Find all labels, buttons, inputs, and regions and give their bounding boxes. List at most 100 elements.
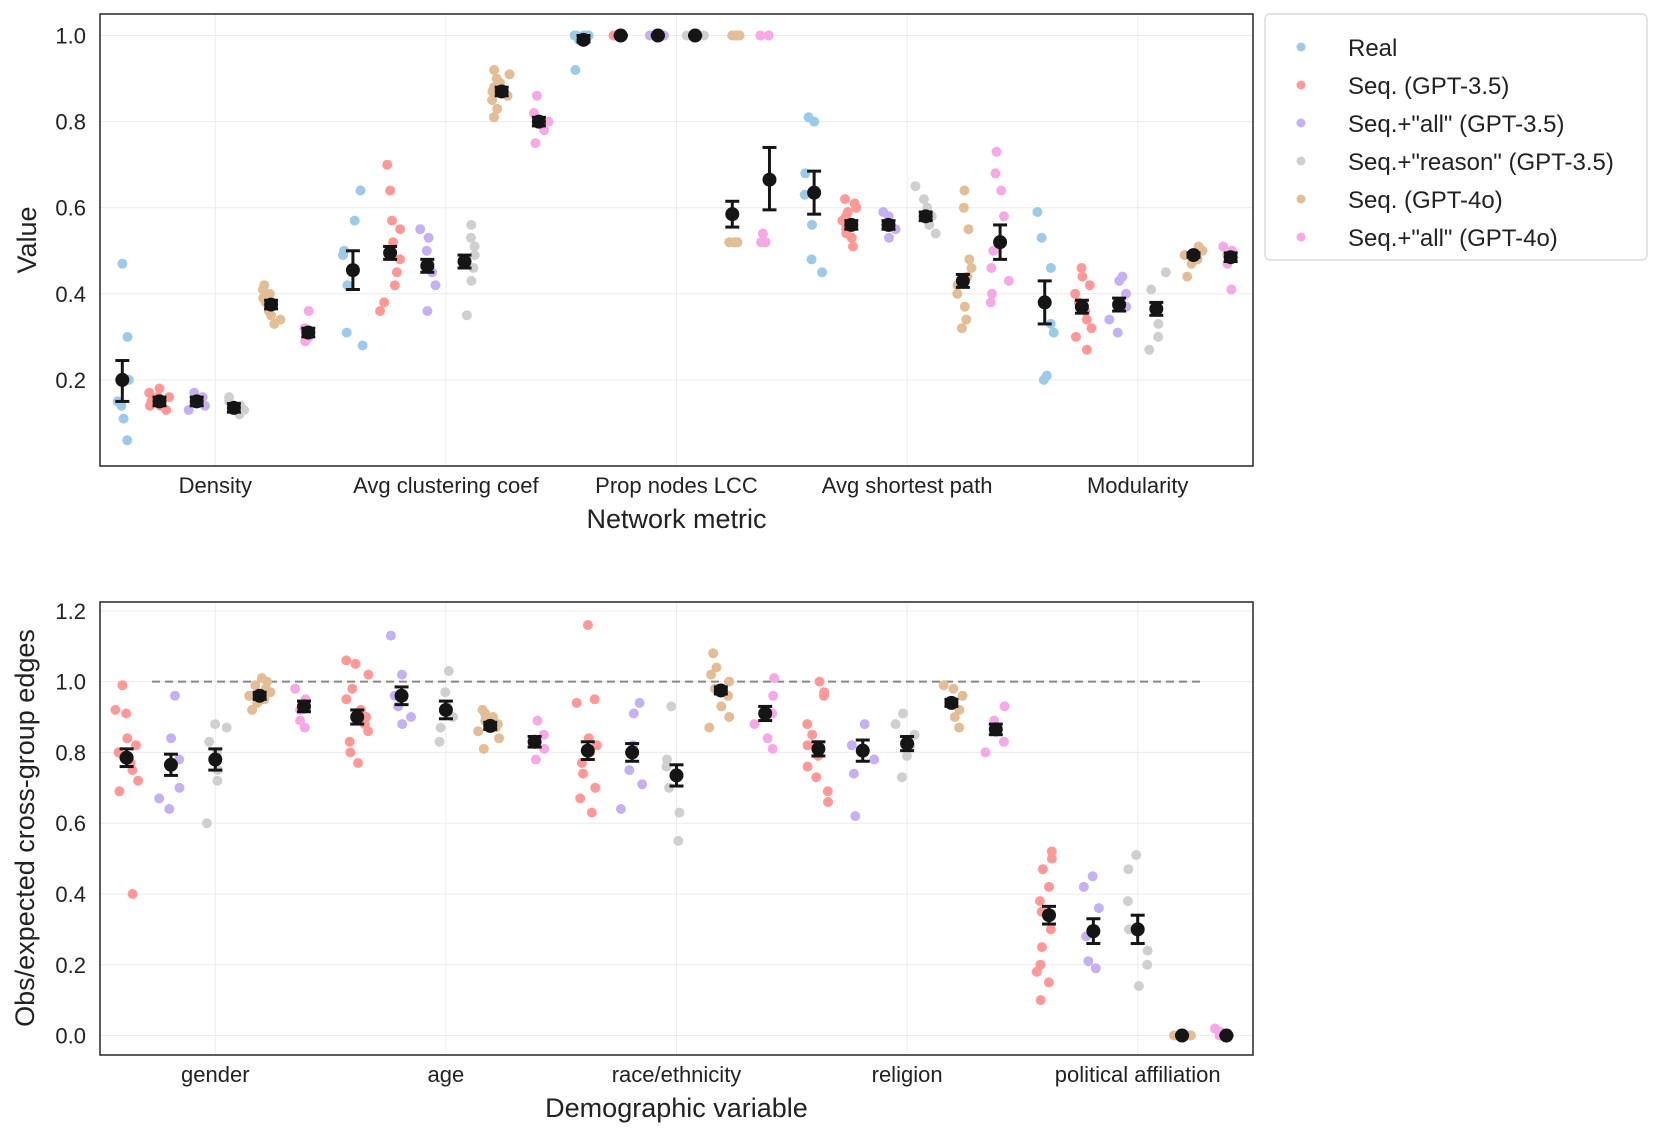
error-bar-seq-reason-gpt-3-5 — [208, 747, 223, 772]
data-point — [1035, 959, 1046, 970]
x-tick-label: age — [428, 1062, 465, 1087]
y-tick-label: 0.2 — [55, 368, 86, 393]
mean-marker — [394, 688, 409, 703]
data-point — [898, 708, 908, 719]
data-point — [1146, 284, 1157, 295]
data-point — [990, 168, 1001, 179]
mean-marker — [1219, 1028, 1234, 1043]
mean-marker — [613, 28, 628, 43]
data-point — [259, 280, 270, 291]
data-point — [421, 245, 432, 256]
y-tick-label: 0.8 — [55, 740, 86, 765]
error-bar-seq-reason-gpt-3-5 — [457, 253, 472, 270]
mean-marker — [650, 28, 665, 43]
data-point — [910, 181, 921, 192]
data-point — [117, 680, 128, 691]
data-point — [212, 775, 223, 786]
data-point — [848, 768, 859, 779]
mean-marker — [669, 768, 684, 783]
data-point — [122, 435, 133, 446]
data-point — [118, 413, 129, 424]
series-seq-reason-gpt-3-5 — [224, 30, 1171, 420]
mean-marker — [438, 702, 453, 717]
data-point — [930, 228, 941, 239]
error-bar-seq-gpt-4o — [944, 695, 959, 710]
error-bar-seq-gpt-3-5 — [119, 747, 134, 769]
error-bar-real — [576, 32, 591, 47]
data-point — [443, 666, 454, 676]
data-point — [1046, 846, 1057, 857]
mean-marker — [264, 297, 279, 312]
data-point — [363, 669, 374, 680]
mean-marker — [152, 394, 167, 409]
legend-label: Seq.+"reason" (GPT-3.5) — [1348, 149, 1614, 176]
data-point — [998, 736, 1009, 747]
series-seq-gpt-4o — [257, 30, 1208, 334]
legend-entry-seq-all-gpt-3-5: Seq.+"all" (GPT-3.5) — [1296, 111, 1564, 138]
data-point — [763, 30, 774, 41]
data-point — [487, 95, 498, 106]
error-bar-seq-all-gpt-3-5 — [394, 685, 409, 707]
legend-label: Seq.+"all" (GPT-4o) — [1348, 225, 1558, 252]
mean-marker — [762, 172, 777, 187]
x-tick-label: Modularity — [1087, 473, 1188, 498]
legend-marker — [1296, 232, 1306, 242]
mean-marker — [383, 245, 398, 260]
x-tick-label: Avg shortest path — [822, 473, 993, 498]
mean-marker — [955, 273, 970, 288]
data-point — [121, 708, 132, 719]
demographic-panel: 0.0 0.2 0.4 0.6 0.8 1.0 1.2 gender age race/ethni… — [10, 599, 1254, 1123]
data-point — [110, 704, 121, 715]
data-point — [530, 754, 541, 765]
error-bar-seq-gpt-4o — [955, 272, 970, 289]
data-point — [755, 30, 766, 41]
data-point — [133, 775, 144, 786]
data-point — [1048, 327, 1059, 338]
y-axis-label: Obs/expected cross-group edges — [10, 629, 40, 1027]
data-point — [342, 280, 353, 291]
x-axis-label: Network metric — [586, 504, 766, 534]
mean-marker — [1175, 1028, 1190, 1043]
mean-marker — [1042, 908, 1057, 923]
data-point — [357, 340, 368, 351]
data-point — [183, 405, 194, 415]
data-point — [674, 807, 685, 818]
data-point — [578, 768, 588, 779]
data-point — [846, 740, 857, 751]
data-point — [423, 232, 434, 243]
data-point — [341, 694, 352, 705]
data-point — [729, 237, 740, 248]
y-tick-label: 0.0 — [55, 1024, 86, 1049]
data-point — [422, 306, 433, 316]
data-point — [532, 715, 543, 726]
data-point — [999, 211, 1009, 222]
data-point — [303, 306, 314, 316]
y-tick-label: 1.0 — [55, 24, 86, 49]
data-point — [711, 662, 722, 673]
mean-marker — [855, 743, 870, 758]
error-bar-seq-reason-gpt-3-5 — [688, 28, 703, 43]
error-bar-seq-gpt-3-5 — [613, 28, 628, 43]
legend-marker — [1296, 42, 1306, 52]
data-point — [1081, 344, 1092, 355]
data-point — [122, 331, 133, 342]
data-point — [247, 704, 258, 715]
mean-marker — [844, 217, 859, 232]
error-bar-seq-all-gpt-3-5 — [650, 28, 665, 43]
mean-marker — [713, 683, 728, 698]
error-bar-seq-all-gpt-3-5 — [420, 257, 435, 274]
data-point — [382, 159, 393, 170]
data-point — [435, 722, 446, 733]
data-point — [952, 288, 963, 299]
axes-frame — [99, 13, 1254, 467]
mean-marker — [163, 757, 178, 772]
data-point — [341, 327, 352, 338]
data-point — [949, 712, 960, 722]
data-point — [504, 69, 515, 80]
x-tick-label: religion — [872, 1062, 943, 1087]
mean-marker — [420, 258, 435, 273]
legend-label: Seq.+"all" (GPT-3.5) — [1348, 111, 1564, 138]
series-real — [112, 30, 1059, 446]
data-point — [144, 387, 155, 398]
mean-marker — [688, 28, 703, 43]
